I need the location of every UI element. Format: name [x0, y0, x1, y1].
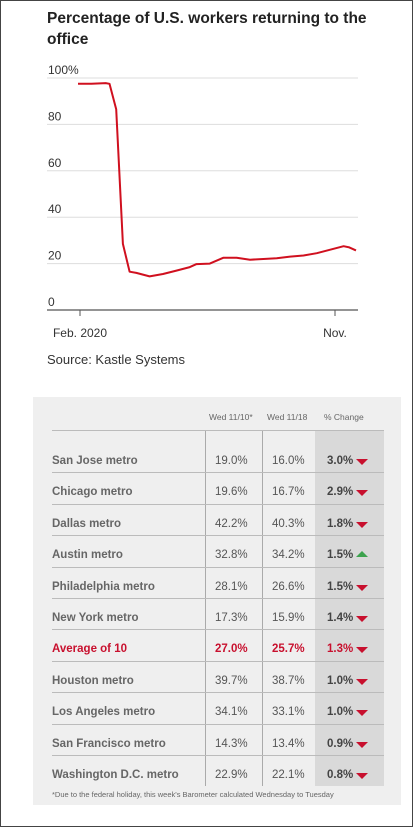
triangle-down-icon: [356, 678, 368, 685]
table-row: Chicago metro 19.6% 16.7% 2.9%: [0, 477, 413, 508]
row-divider: [52, 535, 384, 537]
pct-change-value: 1.5%: [327, 580, 354, 593]
triangle-up-icon: [356, 551, 368, 558]
source-note: Source: Kastle Systems: [47, 352, 185, 367]
triangle-down-icon: [356, 459, 368, 465]
metro-name: Houston metro: [52, 674, 134, 687]
table-row: Dallas metro 42.2% 40.3% 1.8%: [0, 509, 413, 540]
triangle-down-icon: [356, 490, 368, 497]
row-divider: [52, 566, 384, 568]
metro-name: Chicago metro: [52, 486, 133, 499]
metro-name: Average of 10: [52, 643, 127, 656]
table-row: Philadelphia metro 28.1% 26.6% 1.5%: [0, 572, 413, 603]
value-wed-1110: 32.8%: [215, 549, 248, 562]
y-tick-label: 40: [48, 202, 62, 216]
value-wed-1118: 16.0%: [272, 455, 305, 467]
value-wed-1110: 14.3%: [215, 737, 248, 750]
row-divider: [52, 692, 384, 694]
pct-change-value: 1.4%: [327, 612, 354, 624]
column-divider: [262, 430, 263, 786]
pct-change-value: 1.0%: [327, 674, 354, 687]
y-tick-label: 0: [48, 295, 55, 309]
value-wed-1110: 17.3%: [215, 612, 248, 624]
value-wed-1118: 22.1%: [272, 769, 305, 781]
row-divider: [52, 660, 384, 662]
value-wed-1118: 38.7%: [272, 674, 305, 687]
row-divider: [52, 755, 384, 756]
value-wed-1118: 15.9%: [272, 612, 305, 624]
value-wed-1118: 16.7%: [272, 486, 305, 499]
value-wed-1110: 42.2%: [215, 517, 248, 530]
pct-change-value: 3.0%: [327, 455, 354, 467]
pct-change-value: 1.8%: [327, 517, 354, 530]
triangle-down-icon: [356, 741, 368, 748]
value-wed-1110: 19.6%: [215, 486, 248, 499]
y-tick-label: 60: [48, 156, 62, 170]
x-tick-label: Feb. 2020: [53, 326, 107, 340]
pct-change-value: 1.0%: [327, 706, 354, 719]
column-divider: [205, 430, 206, 786]
triangle-down-icon: [356, 616, 368, 622]
table-row: San Francisco metro 14.3% 13.4% 0.9%: [0, 729, 413, 760]
y-tick-label: 80: [48, 109, 62, 123]
table-footnote: *Due to the federal holiday, this week's…: [52, 790, 334, 799]
value-wed-1110: 22.9%: [215, 769, 248, 781]
triangle-down-icon: [356, 710, 368, 717]
triangle-down-icon: [356, 647, 368, 654]
row-divider: [52, 503, 384, 505]
value-wed-1110: 34.1%: [215, 706, 248, 719]
y-tick-label: 20: [48, 249, 62, 263]
table-row: Los Angeles metro 34.1% 33.1% 1.0%: [0, 697, 413, 728]
value-wed-1110: 39.7%: [215, 674, 248, 687]
x-tick-label: Nov.: [323, 326, 347, 340]
triangle-down-icon: [356, 773, 368, 779]
row-divider: [52, 472, 384, 474]
triangle-down-icon: [356, 584, 368, 591]
pct-change-column-bg: [315, 430, 384, 786]
pct-change-value: 0.8%: [327, 769, 354, 781]
value-wed-1110: 19.0%: [215, 455, 248, 467]
value-wed-1118: 13.4%: [272, 737, 305, 750]
row-divider: [52, 723, 384, 725]
metro-name: San Jose metro: [52, 455, 138, 467]
pct-change-value: 0.9%: [327, 737, 354, 750]
value-wed-1118: 34.2%: [272, 549, 305, 562]
value-wed-1118: 26.6%: [272, 580, 305, 593]
table-row: Washington D.C. metro 22.9% 22.1% 0.8%: [0, 760, 413, 791]
header-rule: [52, 430, 384, 431]
pct-change-value: 2.9%: [327, 486, 354, 499]
line-chart: 100% 80 60 40 20 0 Feb. 2020 Nov.: [47, 63, 358, 340]
triangle-down-icon: [356, 521, 368, 528]
metro-name: Austin metro: [52, 549, 123, 562]
chart-title: Percentage of U.S. workers returning to …: [47, 10, 367, 48]
row-divider: [52, 598, 384, 599]
column-header-wed-1118: Wed 11/18: [267, 412, 308, 422]
value-wed-1110: 27.0%: [215, 643, 248, 656]
value-wed-1118: 40.3%: [272, 517, 305, 530]
table-row: Average of 10 27.0% 25.7% 1.3%: [0, 634, 413, 665]
metro-name: Dallas metro: [52, 517, 122, 530]
table-row: New York metro 17.3% 15.9% 1.4%: [0, 603, 413, 634]
metro-name: New York metro: [52, 612, 139, 624]
value-wed-1110: 28.1%: [215, 580, 248, 593]
table-row: Houston metro 39.7% 38.7% 1.0%: [0, 666, 413, 697]
table-row: San Jose metro 19.0% 16.0% 3.0%: [0, 446, 413, 477]
table-row: Austin metro 32.8% 34.2% 1.5%: [0, 540, 413, 571]
value-wed-1118: 33.1%: [272, 706, 305, 719]
column-header-pct-change: % Change: [324, 412, 364, 422]
metro-name: Washington D.C. metro: [52, 769, 179, 781]
pct-change-value: 1.3%: [327, 643, 354, 656]
value-wed-1118: 25.7%: [272, 643, 305, 656]
metro-name: Philadelphia metro: [52, 580, 155, 593]
row-divider: [52, 629, 384, 631]
column-header-wed-1110: Wed 11/10*: [209, 412, 253, 422]
pct-change-value: 1.5%: [327, 549, 354, 562]
metro-name: San Francisco metro: [52, 737, 166, 750]
y-tick-label: 100%: [48, 63, 79, 77]
metro-name: Los Angeles metro: [52, 706, 156, 719]
series-line: [78, 82, 357, 278]
